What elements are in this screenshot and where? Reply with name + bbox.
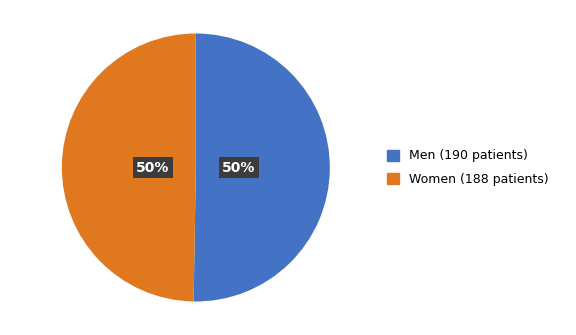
Text: 50%: 50% [222, 160, 255, 175]
Wedge shape [194, 34, 330, 302]
Wedge shape [62, 34, 196, 302]
Legend: Men (190 patients), Women (188 patients): Men (190 patients), Women (188 patients) [381, 143, 555, 192]
Text: 50%: 50% [137, 160, 170, 175]
